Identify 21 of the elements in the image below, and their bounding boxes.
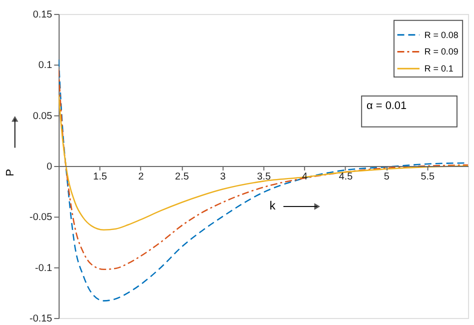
x-tick-label: 2: [138, 171, 144, 182]
annotation: α = 0.01: [366, 100, 407, 112]
x-tick-label: 2.5: [175, 171, 190, 182]
y-tick-label: -0.05: [30, 212, 53, 224]
legend-label: R = 0.08: [424, 30, 458, 40]
y-tick-label: 0.05: [32, 110, 53, 122]
y-tick-label: -0.15: [30, 314, 53, 325]
legend-label: R = 0.09: [424, 46, 458, 57]
legend-label: R = 0.1: [424, 64, 454, 74]
x-tick-label: 5.5: [420, 171, 435, 182]
y-tick-label: -0.1: [35, 262, 53, 274]
x-tick-label: 3.5: [256, 171, 272, 182]
y-axis-title: P: [4, 168, 17, 176]
y-tick-label: 0.15: [32, 9, 53, 20]
x-axis-title: k: [269, 198, 276, 212]
x-tick-label: 4.5: [338, 171, 354, 182]
y-tick-label: 0.1: [38, 60, 53, 72]
y-tick-label: 0: [46, 161, 53, 172]
x-tick-label: 5: [384, 171, 390, 182]
x-tick-label: 1.5: [93, 171, 108, 182]
x-tick-label: 3: [220, 171, 226, 182]
